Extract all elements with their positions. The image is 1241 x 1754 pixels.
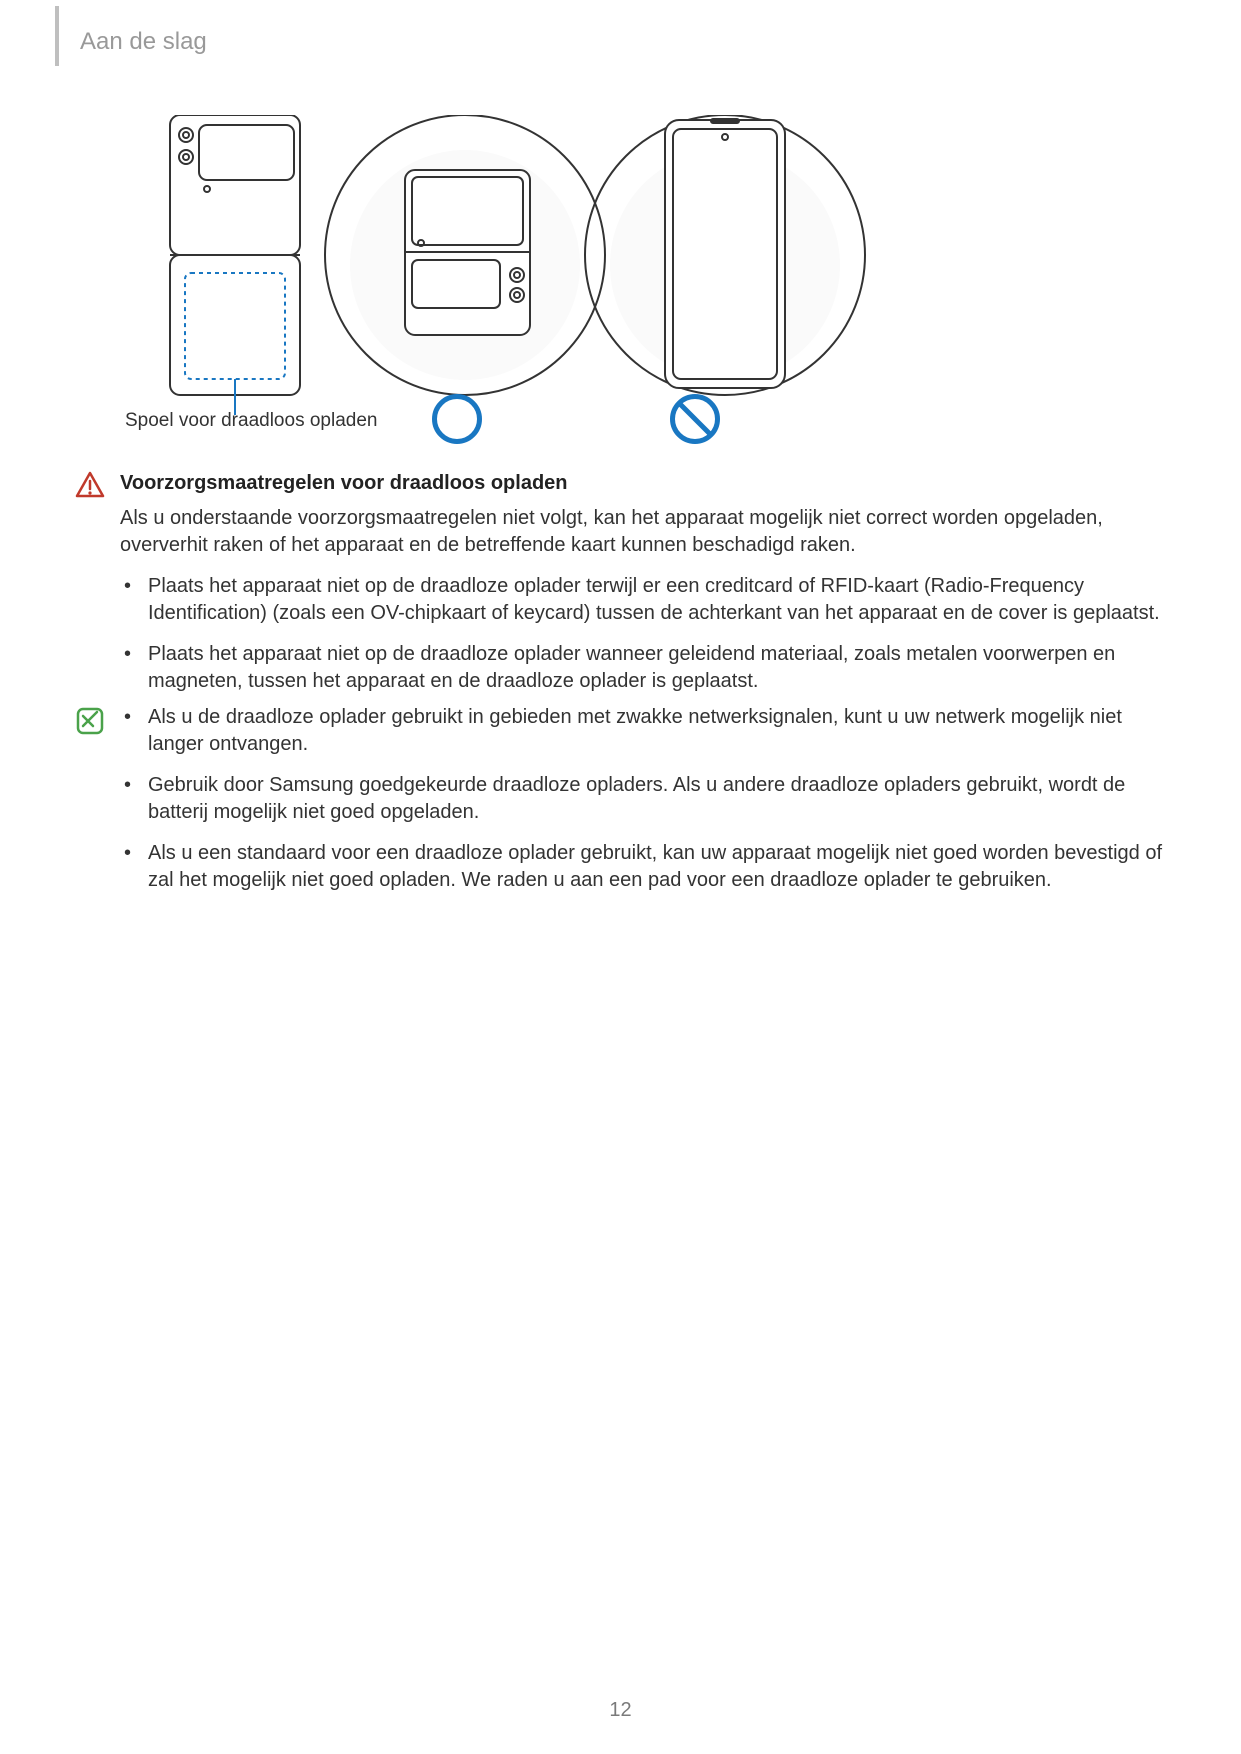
allowed-icon	[432, 394, 482, 444]
note-list: Als u de draadloze oplader gebruikt in g…	[120, 704, 1166, 894]
warning-paragraph: Als u onderstaande voorzorgsmaatregelen …	[120, 505, 1166, 559]
note-bullet: Als u de draadloze oplader gebruikt in g…	[120, 704, 1166, 758]
section-header: Aan de slag	[80, 28, 207, 56]
note-bullet: Gebruik door Samsung goedgekeurde draadl…	[120, 772, 1166, 826]
note-bullet: Als u een standaard voor een draadloze o…	[120, 840, 1166, 894]
header-accent-bar	[55, 6, 59, 66]
note-icon	[75, 706, 105, 736]
warning-bullet: Plaats het apparaat niet op de draadloze…	[120, 573, 1166, 627]
wireless-charging-diagrams	[165, 115, 1181, 435]
warning-heading: Voorzorgsmaatregelen voor draadloos opla…	[120, 472, 1166, 495]
warning-bullet: Plaats het apparaat niet op de draadloze…	[120, 641, 1166, 695]
page-number: 12	[0, 1699, 1241, 1722]
coil-caption: Spoel voor draadloos opladen	[125, 410, 377, 432]
warning-list: Plaats het apparaat niet op de draadloze…	[120, 573, 1166, 695]
not-allowed-icon	[670, 394, 720, 444]
warning-icon	[75, 470, 105, 500]
